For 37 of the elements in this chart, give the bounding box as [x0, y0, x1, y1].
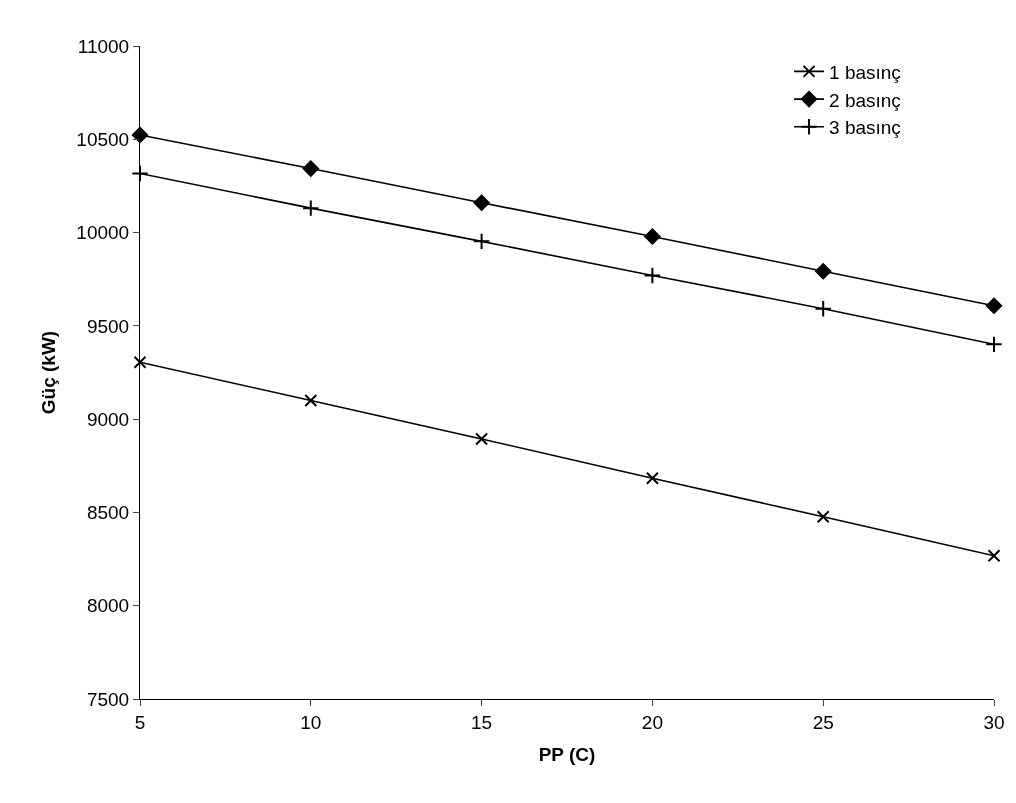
- point: [475, 432, 489, 446]
- legend-label: 1 basınç: [829, 61, 901, 83]
- point: [131, 164, 149, 183]
- point: [304, 393, 318, 407]
- point: [472, 232, 491, 251]
- x-tick-label: 20: [641, 711, 663, 733]
- point: [985, 297, 1003, 314]
- point: [814, 299, 832, 318]
- point: [643, 266, 662, 285]
- y-tick-label: 8000: [86, 595, 130, 617]
- x-tick-label: 25: [812, 711, 834, 733]
- y-axis-title: Güç (kW): [38, 330, 60, 415]
- y-tick-label: 10500: [76, 128, 130, 150]
- legend-label: 3 basınç: [829, 117, 901, 139]
- point: [131, 126, 149, 144]
- x-tick-label: 15: [471, 711, 493, 733]
- legend-label: 2 basınç: [829, 89, 901, 111]
- x-tick-label: 30: [983, 711, 1005, 733]
- x-tick-label: 10: [300, 711, 322, 733]
- point: [987, 549, 1001, 563]
- x-tick-label: 5: [134, 711, 146, 733]
- point: [302, 160, 319, 177]
- point: [644, 228, 661, 245]
- x-axis-title: PP (C): [538, 743, 596, 765]
- point: [816, 510, 830, 524]
- point: [815, 263, 832, 280]
- y-tick-label: 11000: [77, 35, 130, 57]
- point: [473, 194, 490, 211]
- y-tick-label: 8500: [86, 502, 130, 524]
- point: [985, 335, 1003, 354]
- y-tick-label: 9000: [86, 408, 130, 430]
- point: [302, 199, 320, 217]
- point: [133, 355, 147, 369]
- point: [645, 471, 659, 485]
- y-tick-label: 7500: [86, 688, 130, 710]
- y-tick-label: 10000: [76, 222, 130, 244]
- y-tick-label: 9500: [86, 315, 130, 337]
